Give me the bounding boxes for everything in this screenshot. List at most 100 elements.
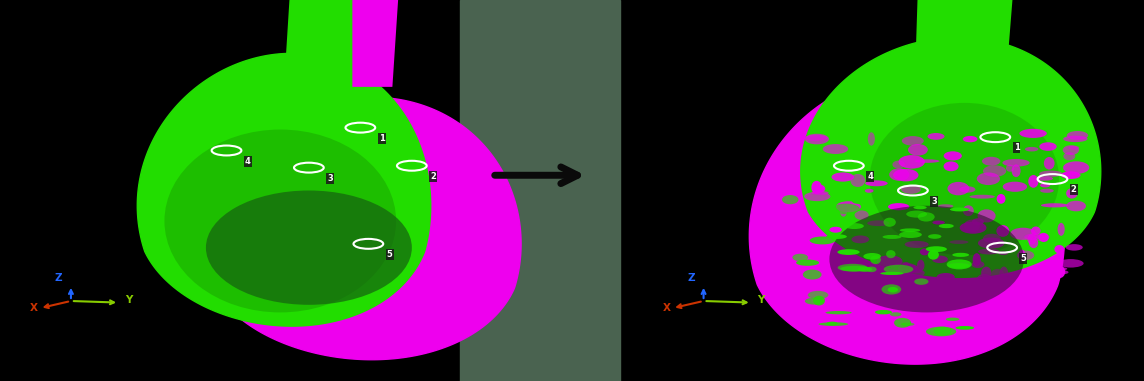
Ellipse shape <box>963 136 977 142</box>
Ellipse shape <box>1044 275 1051 282</box>
Ellipse shape <box>165 130 396 312</box>
Ellipse shape <box>982 267 992 279</box>
Ellipse shape <box>887 250 896 258</box>
Ellipse shape <box>826 311 851 314</box>
Ellipse shape <box>996 194 1006 204</box>
Ellipse shape <box>844 223 864 229</box>
Ellipse shape <box>987 280 998 290</box>
Ellipse shape <box>832 173 855 182</box>
Ellipse shape <box>891 262 916 275</box>
Text: 2: 2 <box>1071 185 1077 194</box>
Ellipse shape <box>829 227 842 233</box>
Ellipse shape <box>1050 267 1067 271</box>
Ellipse shape <box>883 218 896 227</box>
Ellipse shape <box>1058 259 1083 267</box>
Ellipse shape <box>972 218 984 225</box>
Ellipse shape <box>991 269 1004 281</box>
Ellipse shape <box>901 269 924 278</box>
Ellipse shape <box>823 144 848 154</box>
Ellipse shape <box>803 135 827 141</box>
Ellipse shape <box>1063 136 1088 142</box>
Bar <box>460 0 620 381</box>
Ellipse shape <box>939 224 954 228</box>
Ellipse shape <box>932 256 948 263</box>
Ellipse shape <box>999 251 1008 255</box>
Ellipse shape <box>206 190 412 305</box>
Ellipse shape <box>864 253 881 259</box>
Ellipse shape <box>1006 165 1015 172</box>
Ellipse shape <box>875 310 892 314</box>
Ellipse shape <box>1019 129 1047 138</box>
Ellipse shape <box>955 326 975 330</box>
Ellipse shape <box>915 159 939 163</box>
Ellipse shape <box>925 327 956 336</box>
Ellipse shape <box>1018 250 1025 261</box>
Ellipse shape <box>1034 235 1044 239</box>
Ellipse shape <box>904 269 922 273</box>
Polygon shape <box>915 0 1012 72</box>
Ellipse shape <box>883 265 913 274</box>
Ellipse shape <box>983 234 1001 243</box>
Ellipse shape <box>837 264 867 272</box>
Ellipse shape <box>1063 161 1089 174</box>
Ellipse shape <box>899 231 922 238</box>
Ellipse shape <box>898 155 924 169</box>
Text: 3: 3 <box>327 174 333 183</box>
Ellipse shape <box>865 189 874 193</box>
Ellipse shape <box>901 185 921 194</box>
Ellipse shape <box>963 205 974 216</box>
Ellipse shape <box>1011 164 1020 177</box>
Polygon shape <box>206 97 521 360</box>
Text: 5: 5 <box>1020 254 1026 263</box>
Ellipse shape <box>1040 189 1054 193</box>
Ellipse shape <box>1057 270 1068 274</box>
Ellipse shape <box>1055 245 1064 253</box>
Ellipse shape <box>893 318 911 328</box>
Ellipse shape <box>837 249 859 255</box>
Ellipse shape <box>1017 251 1034 260</box>
Ellipse shape <box>805 298 824 305</box>
Ellipse shape <box>898 264 919 273</box>
Ellipse shape <box>865 180 888 186</box>
Ellipse shape <box>1060 171 1080 179</box>
Text: Y: Y <box>125 295 132 305</box>
Ellipse shape <box>829 206 1024 312</box>
Ellipse shape <box>944 151 962 160</box>
Ellipse shape <box>920 248 929 255</box>
Ellipse shape <box>978 238 1004 248</box>
Ellipse shape <box>1031 226 1041 235</box>
Ellipse shape <box>1057 223 1065 236</box>
Ellipse shape <box>869 103 1059 255</box>
Text: Z: Z <box>55 273 63 283</box>
Ellipse shape <box>928 133 945 140</box>
Ellipse shape <box>890 312 901 317</box>
Ellipse shape <box>908 144 928 155</box>
Ellipse shape <box>871 255 881 264</box>
Ellipse shape <box>950 240 969 244</box>
Ellipse shape <box>1064 152 1075 160</box>
Ellipse shape <box>913 206 927 209</box>
Ellipse shape <box>928 250 939 260</box>
Ellipse shape <box>882 235 901 239</box>
Ellipse shape <box>952 253 969 257</box>
Ellipse shape <box>928 234 942 239</box>
Ellipse shape <box>892 160 905 168</box>
Ellipse shape <box>917 260 924 271</box>
Text: 4: 4 <box>867 172 873 181</box>
Ellipse shape <box>1039 142 1057 151</box>
Ellipse shape <box>917 212 935 222</box>
Ellipse shape <box>937 273 955 281</box>
Polygon shape <box>749 74 1065 364</box>
Text: 1: 1 <box>379 134 384 143</box>
Ellipse shape <box>1025 147 1039 152</box>
Ellipse shape <box>858 267 872 272</box>
Ellipse shape <box>826 234 847 239</box>
Text: X: X <box>30 303 38 314</box>
Ellipse shape <box>977 274 992 284</box>
Ellipse shape <box>840 204 848 217</box>
Ellipse shape <box>996 225 1009 237</box>
Ellipse shape <box>934 327 952 336</box>
Text: 1: 1 <box>1014 143 1019 152</box>
Ellipse shape <box>868 132 875 146</box>
Ellipse shape <box>793 254 808 261</box>
